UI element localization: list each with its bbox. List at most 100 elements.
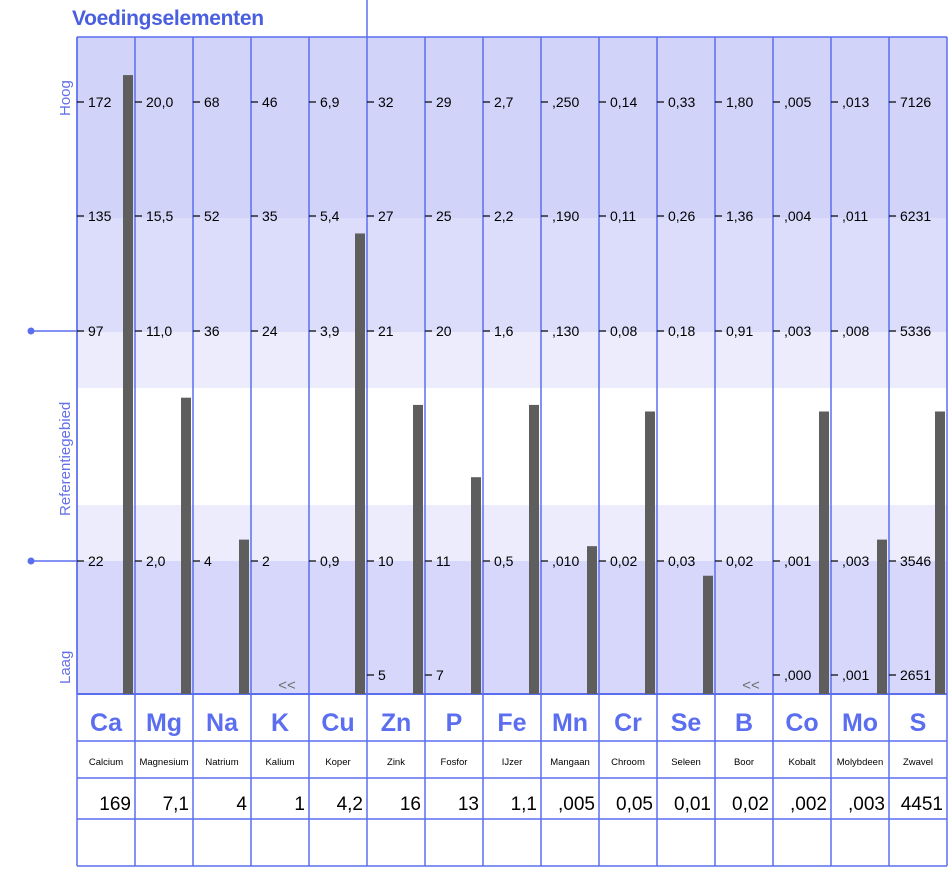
scale-label: 2 bbox=[262, 553, 270, 569]
bar-na bbox=[239, 539, 249, 694]
scale-label: 24 bbox=[262, 323, 278, 339]
band-upper bbox=[77, 218, 947, 332]
element-value: 169 bbox=[99, 794, 131, 815]
element-name: Natrium bbox=[205, 757, 238, 768]
element-value: 16 bbox=[400, 794, 421, 815]
scale-label: 20 bbox=[436, 323, 452, 339]
element-name: Molybdeen bbox=[837, 757, 883, 768]
scale-label: ,004 bbox=[784, 208, 811, 224]
scale-label: ,001 bbox=[842, 667, 869, 683]
below-range-marker: << bbox=[742, 677, 760, 694]
element-symbol: Zn bbox=[381, 709, 412, 737]
element-symbol: Mn bbox=[552, 709, 588, 737]
element-value: ,005 bbox=[558, 794, 595, 815]
scale-label: 1,6 bbox=[494, 323, 514, 339]
scale-label: 0,18 bbox=[668, 323, 695, 339]
scale-label: 46 bbox=[262, 94, 278, 110]
scale-label: 32 bbox=[378, 94, 394, 110]
bar-zn bbox=[413, 404, 423, 694]
bar-ca bbox=[123, 75, 133, 694]
element-value: ,002 bbox=[790, 794, 827, 815]
element-name: Kalium bbox=[265, 757, 294, 768]
element-value: 4,2 bbox=[337, 794, 363, 815]
bar-se bbox=[703, 575, 713, 694]
element-name: Kobalt bbox=[789, 757, 816, 768]
bar-cr bbox=[645, 411, 655, 694]
scale-label: 0,11 bbox=[610, 208, 636, 224]
element-name: Mangaan bbox=[550, 757, 590, 768]
scale-label: 52 bbox=[204, 208, 220, 224]
scale-label: 6231 bbox=[900, 208, 931, 224]
band-low bbox=[77, 561, 947, 694]
scale-label: 0,91 bbox=[726, 323, 753, 339]
element-symbol: Mg bbox=[146, 709, 182, 737]
element-value: 1 bbox=[294, 794, 305, 815]
element-name: Seleen bbox=[671, 757, 701, 768]
element-symbol: Ca bbox=[90, 709, 123, 737]
element-symbol: P bbox=[446, 709, 463, 737]
band-ref-bottom bbox=[77, 505, 947, 561]
scale-label: 6,9 bbox=[320, 94, 340, 110]
scale-label: 0,03 bbox=[668, 553, 695, 569]
scale-label: 4 bbox=[204, 553, 212, 569]
scale-label: ,000 bbox=[784, 667, 811, 683]
element-value: 0,01 bbox=[674, 794, 711, 815]
scale-label: 27 bbox=[378, 208, 394, 224]
scale-label: ,130 bbox=[552, 323, 579, 339]
scale-label: 68 bbox=[204, 94, 220, 110]
scale-label: 7126 bbox=[900, 94, 931, 110]
element-symbol: S bbox=[910, 709, 927, 737]
element-symbol: Co bbox=[785, 709, 818, 737]
bar-co bbox=[819, 411, 829, 694]
scale-label: 11 bbox=[436, 553, 451, 569]
scale-label: 97 bbox=[88, 323, 104, 339]
element-symbol: Se bbox=[671, 709, 702, 737]
scale-label: 172 bbox=[88, 94, 112, 110]
chart-title: Voedingselementen bbox=[72, 7, 264, 30]
scale-label: ,005 bbox=[784, 94, 811, 110]
element-name: IJzer bbox=[502, 757, 523, 768]
scale-label: 10 bbox=[378, 553, 394, 569]
scale-label: 29 bbox=[436, 94, 452, 110]
element-symbol: K bbox=[271, 709, 289, 737]
scale-label: 22 bbox=[88, 553, 104, 569]
scale-label: 11,0 bbox=[146, 323, 172, 339]
scale-label: 0,9 bbox=[320, 553, 340, 569]
bar-s bbox=[935, 411, 945, 694]
band-high bbox=[77, 37, 947, 218]
bar-fe bbox=[529, 404, 539, 694]
scale-label: ,010 bbox=[552, 553, 579, 569]
element-name: Zink bbox=[387, 757, 405, 768]
scale-label: 0,5 bbox=[494, 553, 514, 569]
element-symbol: B bbox=[735, 709, 753, 737]
element-name: Calcium bbox=[89, 757, 123, 768]
scale-label: ,190 bbox=[552, 208, 579, 224]
scale-label: 0,02 bbox=[610, 553, 637, 569]
element-symbol: Na bbox=[206, 709, 239, 737]
scale-label: 0,14 bbox=[610, 94, 637, 110]
element-value: 1,1 bbox=[511, 794, 537, 815]
scale-label: 15,5 bbox=[146, 208, 173, 224]
bar-mg bbox=[181, 397, 191, 694]
scale-label: 5 bbox=[378, 667, 386, 683]
element-value: 7,1 bbox=[163, 794, 189, 815]
scale-label: ,250 bbox=[552, 94, 579, 110]
element-value: 0,02 bbox=[732, 794, 769, 815]
scale-label: ,003 bbox=[784, 323, 811, 339]
scale-label: 21 bbox=[378, 323, 394, 339]
scale-label: 2651 bbox=[900, 667, 931, 683]
band-ref-top bbox=[77, 332, 947, 388]
element-symbol: Cr bbox=[614, 709, 642, 737]
scale-label: 36 bbox=[204, 323, 220, 339]
element-value: 13 bbox=[458, 794, 479, 815]
scale-label: ,011 bbox=[842, 208, 868, 224]
element-value: 4 bbox=[236, 794, 247, 815]
scale-label: 3,9 bbox=[320, 323, 340, 339]
element-value: 0,05 bbox=[616, 794, 653, 815]
scale-label: 2,2 bbox=[494, 208, 514, 224]
scale-label: ,003 bbox=[842, 553, 869, 569]
element-symbol: Cu bbox=[321, 709, 354, 737]
scale-label: 1,36 bbox=[726, 208, 753, 224]
scale-label: 135 bbox=[88, 208, 112, 224]
